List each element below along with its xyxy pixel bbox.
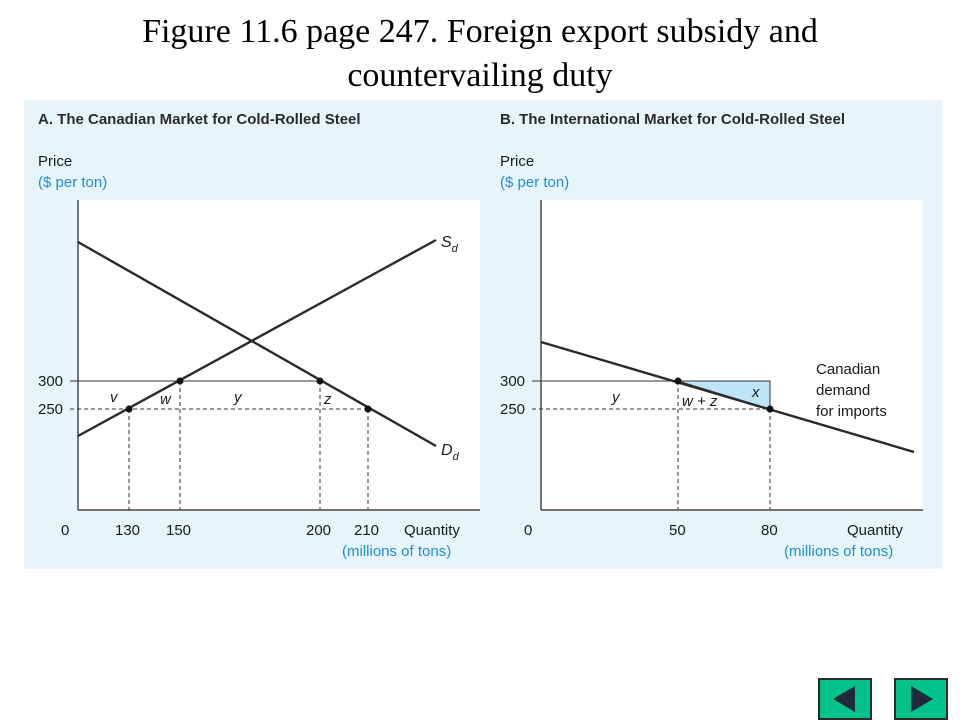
panel-a-title: A. The Canadian Market for Cold-Rolled S…	[38, 111, 361, 128]
panel-b-y-unit: ($ per ton)	[500, 174, 569, 191]
panel-a-supply-curve	[77, 238, 437, 438]
panel-a-point-210-250	[364, 405, 372, 413]
panel-a-origin: 0	[61, 522, 69, 539]
panel-a-point-150-300	[176, 377, 184, 385]
panel-a-region-z: z	[323, 391, 332, 408]
panel-b-origin: 0	[524, 522, 532, 539]
panel-b-xtick-80: 80	[761, 522, 778, 539]
slide-title-line1: Figure 11.6 page 247. Foreign export sub…	[142, 13, 818, 50]
triangle-right-icon	[911, 686, 933, 712]
panel-a-xtick-200: 200	[306, 522, 331, 539]
panel-a-region-w: w	[160, 391, 172, 408]
panel-a-ytick-250: 250	[38, 401, 63, 418]
panel-a-point-200-300	[316, 377, 324, 385]
slide-title-line2: countervailing duty	[347, 57, 613, 94]
panel-a-x-title: Quantity	[404, 522, 460, 539]
panel-a-demand-label: Dd	[441, 442, 460, 463]
panel-a-y-title: Price	[38, 153, 72, 170]
panel-a-xtick-150: 150	[166, 522, 191, 539]
panel-a-point-130-250	[125, 405, 133, 413]
panel-a-supply-label: Sd	[441, 234, 459, 255]
panel-b-point-50-300	[674, 377, 682, 385]
panel-b-ytick-250: 250	[500, 401, 525, 418]
panel-b-y-title: Price	[500, 153, 534, 170]
panel-a-ytick-300: 300	[38, 373, 63, 390]
panel-b-title: B. The International Market for Cold-Rol…	[500, 111, 845, 128]
panel-b-xtick-50: 50	[669, 522, 686, 539]
panel-b-x-unit: (millions of tons)	[784, 543, 893, 560]
panel-a-demand-curve	[77, 240, 437, 448]
panel-b-curve-label-line1: Canadian	[816, 361, 880, 378]
panel-a-plot-area	[78, 200, 480, 510]
panel-b-ytick-300: 300	[500, 373, 525, 390]
panel-b-region-x: x	[751, 384, 760, 401]
panel-b-x-title: Quantity	[847, 522, 903, 539]
panel-b-point-80-250	[766, 405, 774, 413]
panel-b-import-demand-curve	[540, 340, 915, 454]
panel-a-xtick-210: 210	[354, 522, 379, 539]
next-slide-button[interactable]	[894, 678, 948, 720]
triangle-left-icon	[833, 686, 855, 712]
panel-b-region-w-plus-z: w + z	[682, 393, 718, 410]
panel-a-x-unit: (millions of tons)	[342, 543, 451, 560]
panel-a-y-unit: ($ per ton)	[38, 174, 107, 191]
panel-b-curve-label-line2: demand	[816, 382, 870, 399]
panel-a-region-v: v	[110, 389, 119, 406]
panel-b-plot-area	[541, 200, 923, 510]
panel-a-region-y: y	[233, 389, 243, 406]
panel-b-curve-label-line3: for imports	[816, 403, 887, 420]
previous-slide-button[interactable]	[818, 678, 872, 720]
panel-b-region-y: y	[611, 389, 621, 406]
panel-a-xtick-130: 130	[115, 522, 140, 539]
slide-title: Figure 11.6 page 247. Foreign export sub…	[0, 10, 960, 98]
